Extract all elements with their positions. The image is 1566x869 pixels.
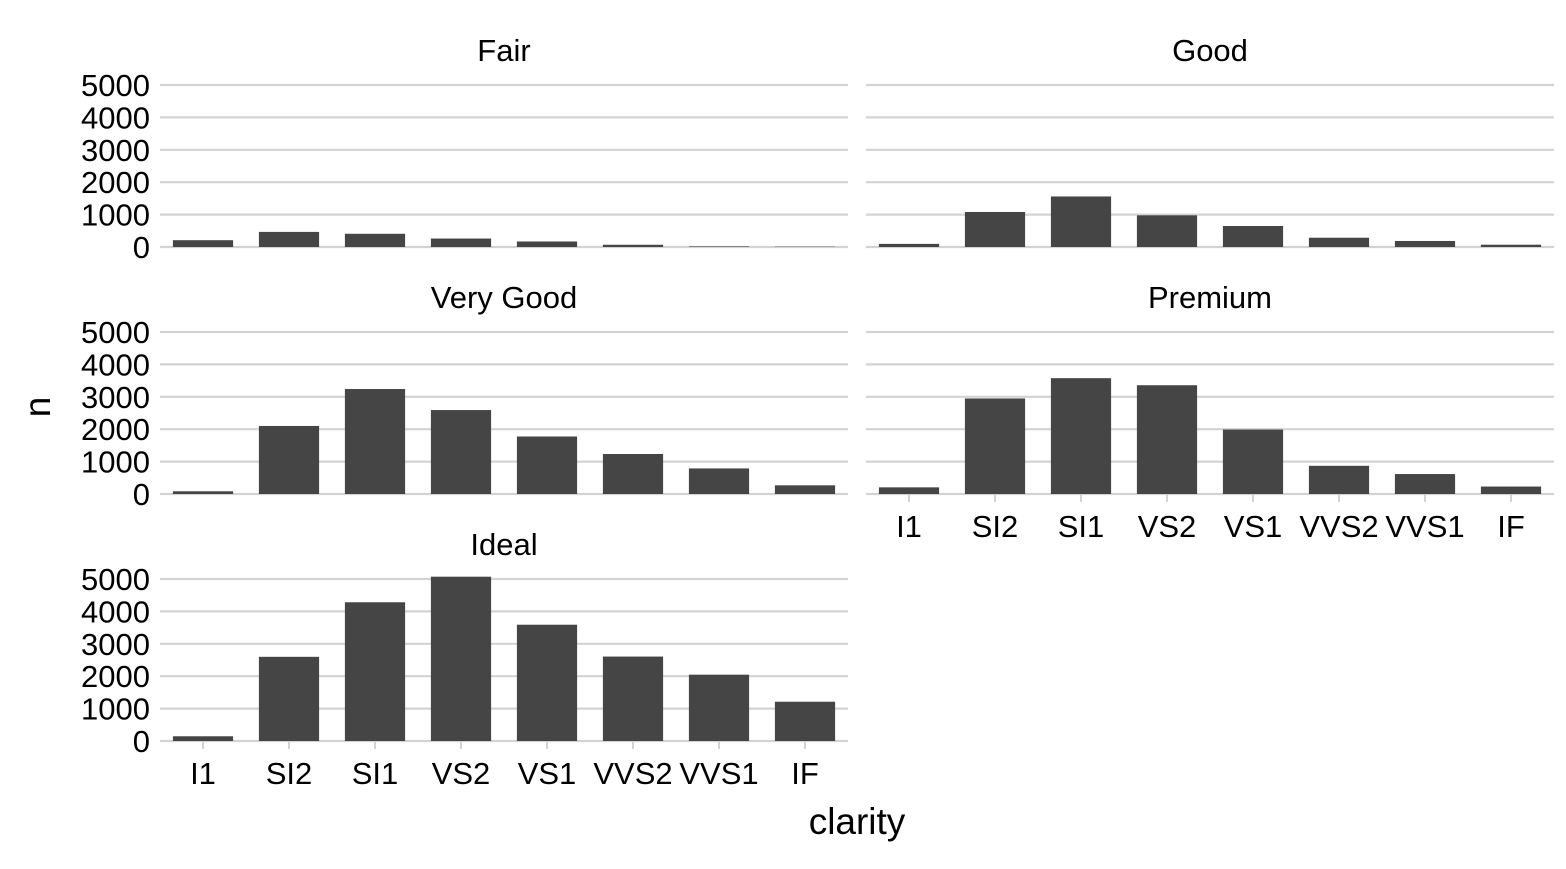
bar-very-good-vs2: [431, 410, 491, 494]
bar-premium-vs2: [1137, 385, 1197, 494]
y-tick-label-ideal-1000: 1000: [81, 692, 150, 727]
y-tick-label-ideal-2000: 2000: [81, 659, 150, 694]
x-tick-label-premium-si2: SI2: [972, 509, 1019, 544]
bar-ideal-i1: [173, 736, 233, 741]
bar-ideal-if: [775, 702, 835, 741]
bar-very-good-if: [775, 485, 835, 494]
bar-ideal-vvs2: [603, 657, 663, 741]
bar-ideal-vvs1: [689, 675, 749, 741]
y-tick-label-ideal-3000: 3000: [81, 627, 150, 662]
y-tick-label-fair-4000: 4000: [81, 100, 150, 135]
x-tick-label-ideal-si1: SI1: [352, 756, 399, 791]
bar-premium-vs1: [1223, 430, 1283, 494]
y-tick-label-very-good-1000: 1000: [81, 445, 150, 480]
y-tick-label-ideal-4000: 4000: [81, 594, 150, 629]
bar-very-good-i1: [173, 491, 233, 494]
bar-fair-vs2: [431, 239, 491, 247]
bar-ideal-vs2: [431, 577, 491, 741]
y-tick-label-very-good-3000: 3000: [81, 380, 150, 415]
x-tick-label-ideal-if: IF: [791, 756, 819, 791]
bar-fair-si2: [259, 232, 319, 247]
x-tick-label-ideal-vvs2: VVS2: [593, 756, 672, 791]
y-tick-label-very-good-4000: 4000: [81, 347, 150, 382]
y-axis-title: n: [17, 397, 58, 418]
bar-fair-i1: [173, 240, 233, 247]
x-tick-label-premium-i1: I1: [896, 509, 922, 544]
y-tick-label-very-good-0: 0: [133, 477, 150, 512]
bar-very-good-vs1: [517, 436, 577, 494]
strip-label-good: Good: [1172, 33, 1248, 68]
strip-label-ideal: Ideal: [470, 527, 537, 562]
bar-very-good-si1: [345, 389, 405, 494]
strip-label-premium: Premium: [1148, 280, 1272, 315]
bar-good-if: [1481, 245, 1541, 247]
x-tick-label-premium-vs1: VS1: [1224, 509, 1283, 544]
bar-premium-si1: [1051, 378, 1111, 494]
x-tick-label-ideal-i1: I1: [190, 756, 216, 791]
strip-label-very-good: Very Good: [431, 280, 577, 315]
bar-fair-si1: [345, 234, 405, 247]
bar-fair-vvs2: [603, 245, 663, 247]
y-tick-label-fair-3000: 3000: [81, 133, 150, 168]
bar-good-vvs1: [1395, 241, 1455, 247]
bar-premium-i1: [879, 487, 939, 494]
bar-good-i1: [879, 244, 939, 247]
bar-premium-si2: [965, 398, 1025, 494]
bar-fair-vvs1: [689, 246, 749, 247]
x-tick-label-ideal-vvs1: VVS1: [679, 756, 758, 791]
x-tick-label-ideal-vs2: VS2: [432, 756, 491, 791]
bar-very-good-si2: [259, 426, 319, 494]
y-tick-label-very-good-5000: 5000: [81, 315, 150, 350]
bar-good-si2: [965, 212, 1025, 247]
y-tick-label-ideal-0: 0: [133, 724, 150, 759]
bar-ideal-si1: [345, 602, 405, 741]
bar-fair-vs1: [517, 241, 577, 247]
x-tick-label-premium-vs2: VS2: [1138, 509, 1197, 544]
bar-premium-vvs1: [1395, 474, 1455, 494]
bar-very-good-vvs2: [603, 454, 663, 494]
bar-very-good-vvs1: [689, 468, 749, 494]
bar-ideal-si2: [259, 657, 319, 741]
y-tick-label-fair-2000: 2000: [81, 165, 150, 200]
bar-premium-if: [1481, 487, 1541, 494]
bar-good-si1: [1051, 196, 1111, 247]
x-tick-label-ideal-si2: SI2: [266, 756, 313, 791]
x-tick-label-premium-vvs2: VVS2: [1299, 509, 1378, 544]
bar-good-vvs2: [1309, 238, 1369, 247]
y-tick-label-fair-0: 0: [133, 230, 150, 265]
bar-good-vs2: [1137, 215, 1197, 247]
y-tick-label-ideal-5000: 5000: [81, 562, 150, 597]
x-tick-label-premium-si1: SI1: [1058, 509, 1105, 544]
panel-good: Good: [866, 33, 1554, 247]
x-axis-title: clarity: [809, 801, 906, 842]
bar-good-vs1: [1223, 226, 1283, 247]
x-tick-label-premium-if: IF: [1497, 509, 1525, 544]
strip-label-fair: Fair: [477, 33, 530, 68]
bar-premium-vvs2: [1309, 466, 1369, 494]
x-tick-label-ideal-vs1: VS1: [518, 756, 577, 791]
y-tick-label-fair-5000: 5000: [81, 68, 150, 103]
y-tick-label-fair-1000: 1000: [81, 198, 150, 233]
x-tick-label-premium-vvs1: VVS1: [1385, 509, 1464, 544]
bar-ideal-vs1: [517, 625, 577, 741]
y-tick-label-very-good-2000: 2000: [81, 412, 150, 447]
